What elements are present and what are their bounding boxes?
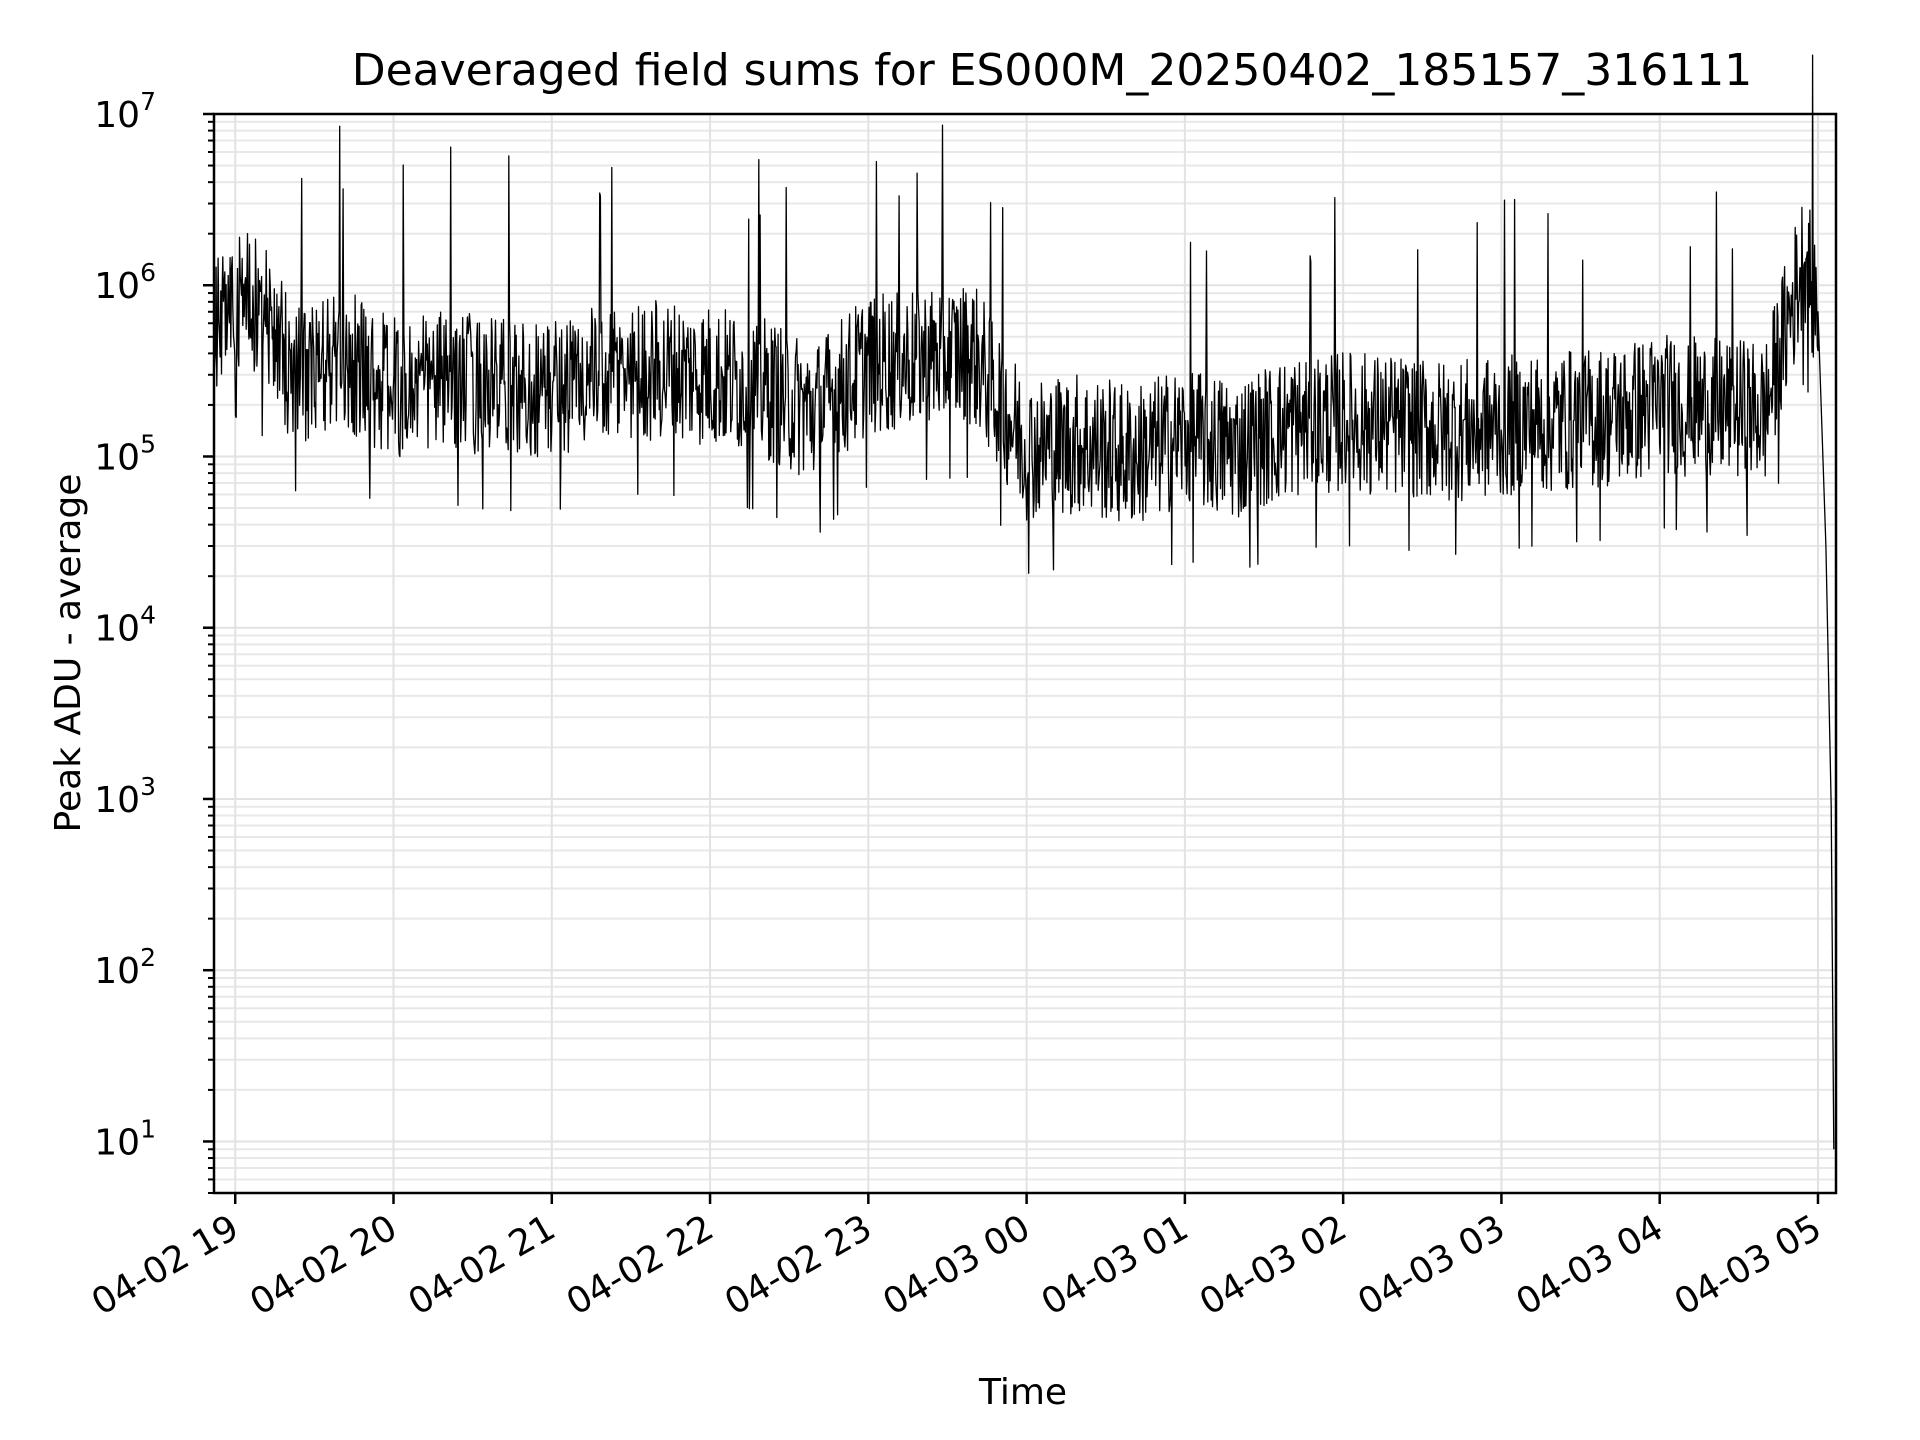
series-group	[213, 54, 1835, 1150]
y-axis-label: Peak ADU - average	[48, 474, 89, 833]
y-tick-label: 103	[94, 772, 156, 821]
y-tick-label: 102	[94, 943, 156, 992]
chart-title: Deaveraged field sums for ES000M_2025040…	[352, 45, 1753, 96]
series-line	[213, 54, 1835, 1150]
x-axis-label: Time	[978, 1372, 1067, 1413]
